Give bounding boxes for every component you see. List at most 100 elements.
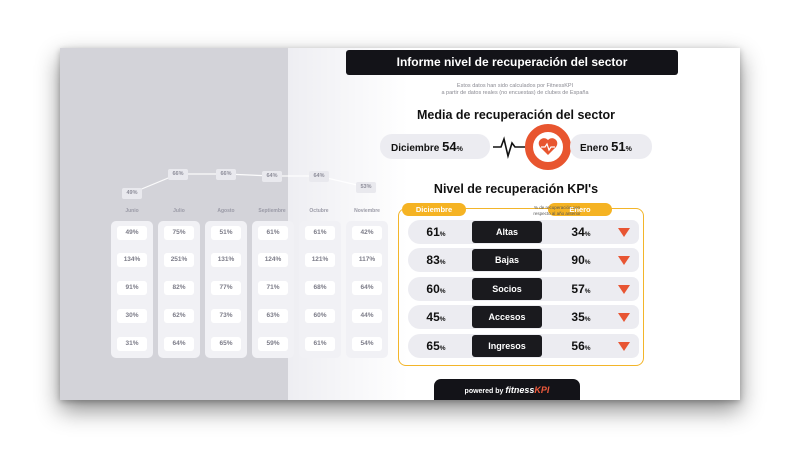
kpi-col-january: Enero [548, 203, 612, 216]
trend-value: 64% [309, 171, 329, 182]
history-cell: 117% [352, 253, 382, 267]
history-cell: 77% [211, 281, 241, 295]
page-title: Informe nivel de recuperación del sector [346, 50, 678, 75]
average-december: Diciembre 54% [380, 134, 490, 159]
footer-brand: powered by fitnessKPI [434, 379, 580, 400]
kpi-value-number: 65 [426, 339, 440, 353]
pct-sign: % [584, 288, 591, 295]
history-cell: 121% [305, 253, 335, 267]
history-cell: 49% [117, 226, 147, 240]
history-cell: 73% [211, 309, 241, 323]
kpi-december-value: 83% [413, 248, 459, 275]
history-cell: 64% [352, 281, 382, 295]
kpi-trend [609, 305, 639, 329]
trend-value: 49% [122, 188, 142, 199]
kpi-january-value: 57% [558, 277, 604, 304]
average-january-value: 51 [611, 139, 626, 154]
pct-sign: % [584, 231, 591, 238]
history-column: 49% 134% 91% 30% 31% [111, 221, 153, 358]
trend-value: 53% [356, 182, 376, 193]
kpi-trend [609, 220, 639, 244]
history-cell: 68% [305, 281, 335, 295]
month-label: Noviembre [354, 208, 380, 214]
kpi-january-value: 35% [558, 305, 604, 332]
month-label: Agosto [217, 208, 235, 214]
history-cell: 75% [164, 226, 194, 240]
note-line: a partir de datos reales (no encuestas) … [441, 90, 589, 96]
pct-sign: % [439, 316, 446, 323]
brand-kpi: KPI [534, 385, 550, 395]
trend-value: 66% [216, 169, 236, 180]
month-label: Octubre [309, 208, 329, 214]
history-cell: 134% [117, 253, 147, 267]
pct-sign: % [625, 146, 632, 153]
kpi-value-number: 61 [426, 225, 440, 239]
history-cell: 61% [258, 226, 288, 240]
kpi-december-value: 45% [413, 305, 459, 332]
history-column: 61% 121% 68% 60% 61% [299, 221, 341, 358]
history-column: 42% 117% 64% 44% 54% [346, 221, 388, 358]
history-cell: 91% [117, 281, 147, 295]
history-cell: 131% [211, 253, 241, 267]
footer-powered: powered by [464, 388, 504, 395]
kpi-value-number: 60 [426, 282, 440, 296]
average-january-label: Enero [580, 143, 609, 154]
history-cell: 63% [258, 309, 288, 323]
pulse-icon [493, 136, 525, 160]
kpi-value-number: 45 [426, 310, 440, 324]
pct-sign: % [584, 345, 591, 352]
history-cell: 44% [352, 309, 382, 323]
history-cell: 59% [258, 337, 288, 351]
brand-name: fitness [505, 385, 535, 395]
report-card: 49% 66% 66% 64% 64% 53% Junio Julio Agos… [60, 48, 740, 400]
kpi-december-value: 65% [413, 334, 459, 361]
history-cell: 82% [164, 281, 194, 295]
down-arrow-icon [618, 285, 630, 294]
month-label: Junio [125, 208, 139, 214]
month-label: Septiembre [258, 208, 286, 214]
kpi-value-number: 35 [571, 310, 585, 324]
kpi-col-december: Diciembre [402, 203, 466, 216]
heart-rate-icon [525, 124, 571, 170]
history-cell: 30% [117, 309, 147, 323]
history-cell: 61% [305, 337, 335, 351]
down-arrow-icon [618, 313, 630, 322]
pct-sign: % [439, 345, 446, 352]
history-cell: 62% [164, 309, 194, 323]
history-cell: 51% [211, 226, 241, 240]
pct-sign: % [439, 288, 446, 295]
kpi-value-number: 34 [571, 225, 585, 239]
kpi-table [398, 208, 644, 366]
history-column: 61% 124% 71% 63% 59% [252, 221, 294, 358]
kpi-december-value: 60% [413, 277, 459, 304]
down-arrow-icon [618, 342, 630, 351]
kpi-trend [609, 277, 639, 301]
pct-sign: % [439, 259, 446, 266]
pct-sign: % [439, 231, 446, 238]
average-title: Media de recuperación del sector [417, 108, 615, 122]
kpi-subtitle-line: % de recuperación con [533, 205, 581, 210]
history-cell: 42% [352, 226, 382, 240]
kpi-subtitle: % de recuperación con respecto al año an… [529, 205, 585, 216]
history-column: 75% 251% 82% 62% 64% [158, 221, 200, 358]
history-cell: 71% [258, 281, 288, 295]
history-column: 51% 131% 77% 73% 65% [205, 221, 247, 358]
history-cell: 61% [305, 226, 335, 240]
down-arrow-icon [618, 228, 630, 237]
history-cell: 54% [352, 337, 382, 351]
trend-value: 66% [168, 169, 188, 180]
average-december-value: 54 [442, 139, 457, 154]
kpi-label: Accesos [472, 306, 542, 328]
month-label: Julio [173, 208, 185, 214]
history-cell: 124% [258, 253, 288, 267]
kpi-subtitle-line: respecto al año anterior [533, 210, 581, 216]
pct-sign: % [584, 316, 591, 323]
kpi-label: Altas [472, 221, 542, 243]
history-cell: 60% [305, 309, 335, 323]
average-january: Enero 51% [570, 134, 652, 159]
brand-logo: fitnessKPI [505, 385, 549, 395]
kpi-title: Nivel de recuperación KPI's [433, 182, 599, 196]
kpi-december-value: 61% [413, 220, 459, 247]
history-cell: 65% [211, 337, 241, 351]
